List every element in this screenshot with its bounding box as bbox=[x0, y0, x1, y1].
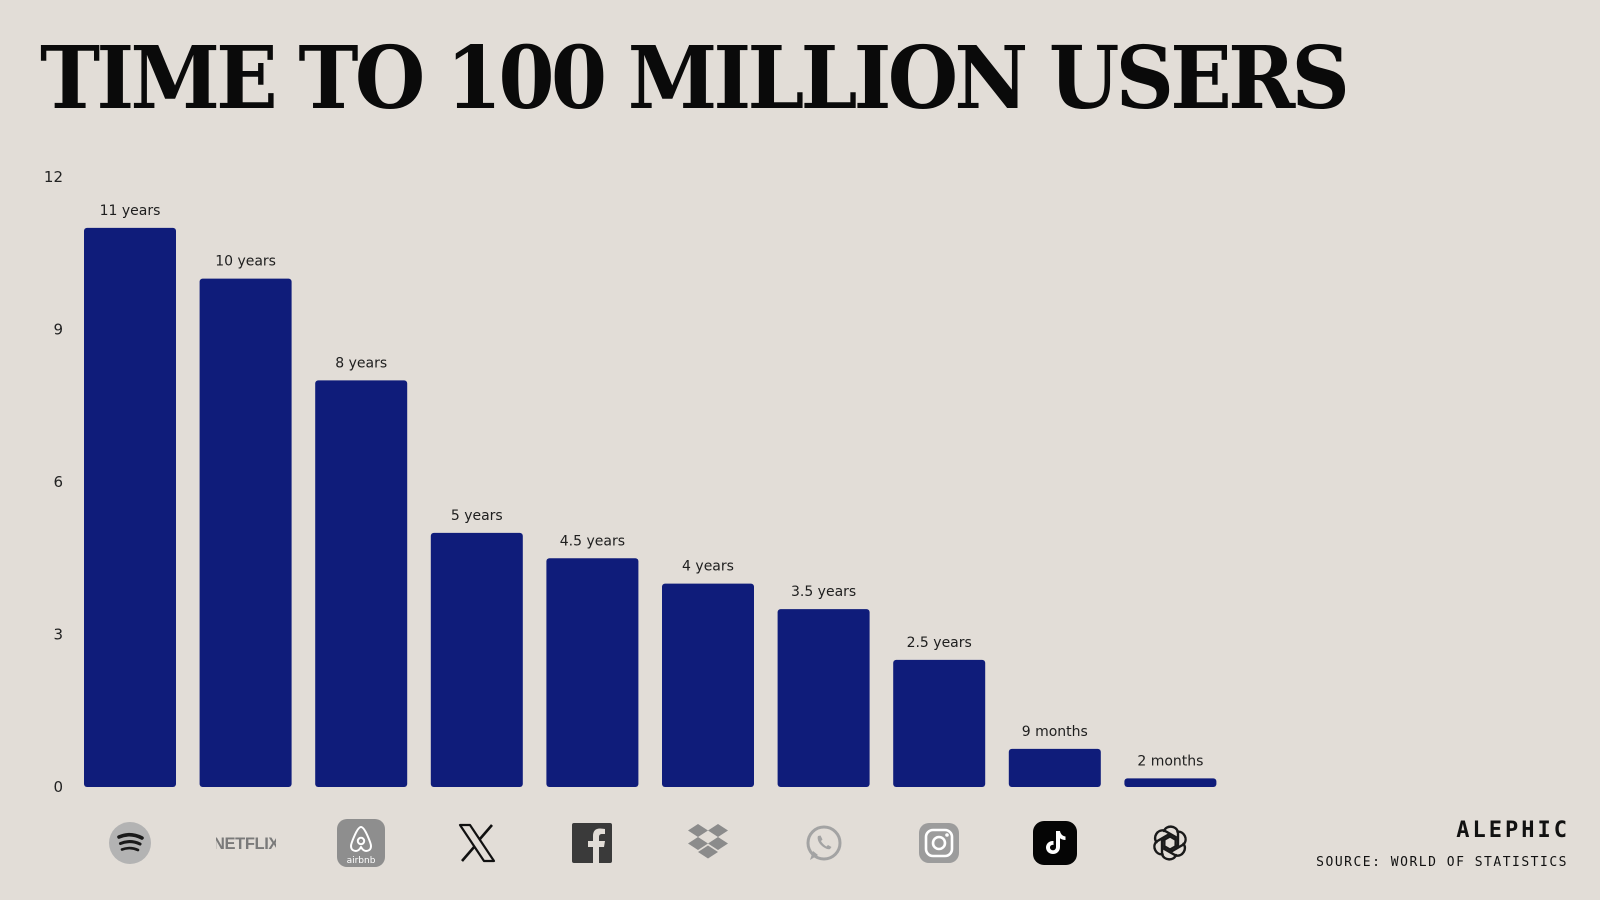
netflix-logo: NETFLIX bbox=[216, 818, 276, 868]
y-tick-label-4: 12 bbox=[44, 168, 63, 186]
brand-name: ALEPHIC bbox=[1456, 818, 1570, 843]
netflix-logo-text: NETFLIX bbox=[216, 835, 276, 853]
bar-instagram bbox=[893, 659, 986, 787]
data-label-facebook: 4.5 years bbox=[560, 533, 625, 549]
instagram-icon bbox=[909, 818, 969, 868]
bar-x bbox=[430, 532, 523, 787]
data-label-netflix: 10 years bbox=[215, 254, 276, 270]
data-label-whatsapp: 3.5 years bbox=[791, 584, 856, 600]
data-label-x: 5 years bbox=[451, 508, 503, 524]
bar-spotify bbox=[84, 227, 176, 788]
data-label-tiktok: 9 months bbox=[1022, 724, 1088, 740]
page-title: TIME TO 100 MILLION USERS bbox=[40, 28, 1350, 129]
whatsapp-icon bbox=[794, 818, 854, 868]
bar-chatgpt bbox=[1124, 778, 1217, 787]
bar-dropbox bbox=[662, 583, 754, 787]
y-tick-label-0: 0 bbox=[53, 778, 63, 796]
source-note: SOURCE: WORLD OF STATISTICS bbox=[1316, 855, 1568, 870]
bar-netflix bbox=[199, 278, 292, 787]
data-labels: 11 years 10 years 8 years 5 years 4.5 years 4… bbox=[100, 203, 1204, 770]
bar-facebook bbox=[546, 558, 639, 787]
data-label-instagram: 2.5 years bbox=[907, 635, 972, 651]
y-tick-label-3: 9 bbox=[53, 321, 63, 339]
openai-icon bbox=[1140, 818, 1200, 868]
data-label-airbnb: 8 years bbox=[335, 355, 387, 371]
bar-tiktok bbox=[1008, 748, 1101, 787]
bar-airbnb bbox=[315, 380, 408, 787]
y-tick-label-2: 6 bbox=[53, 473, 63, 491]
bar-whatsapp bbox=[777, 609, 870, 787]
data-label-dropbox: 4 years bbox=[682, 559, 734, 575]
data-label-chatgpt: 2 months bbox=[1137, 753, 1203, 769]
data-label-spotify: 11 years bbox=[100, 203, 161, 219]
spotify-icon bbox=[100, 818, 160, 868]
tiktok-icon bbox=[1025, 818, 1085, 868]
facebook-icon bbox=[562, 818, 622, 868]
bars bbox=[84, 227, 1217, 788]
y-tick-label-1: 3 bbox=[53, 626, 63, 644]
x-icon bbox=[447, 818, 507, 868]
airbnb-icon: airbnb bbox=[331, 818, 391, 868]
dropbox-icon bbox=[678, 818, 738, 868]
y-axis: 0 3 6 9 12 bbox=[44, 168, 63, 796]
airbnb-icon-text: airbnb bbox=[347, 856, 376, 866]
